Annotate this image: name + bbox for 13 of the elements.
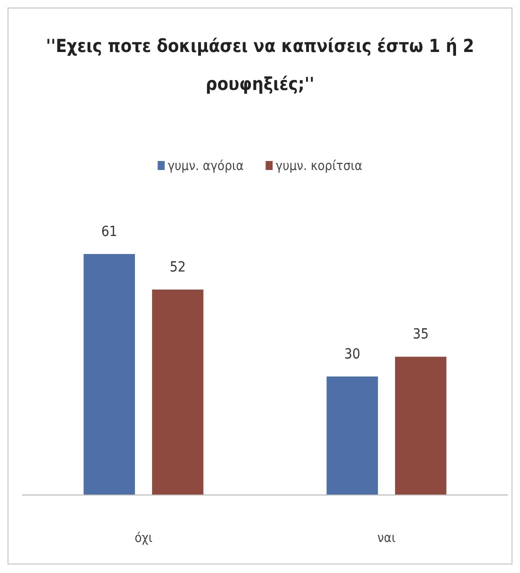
legend-label: γυμν. αγόρια bbox=[168, 159, 244, 174]
data-label: 61 bbox=[101, 224, 118, 240]
data-label: 30 bbox=[344, 346, 360, 362]
chart-title: ''Εχεις ποτε δοκιμάσει να καπνίσεις έστω 1 ή 2 ρουφηξιές;'' bbox=[46, 36, 474, 95]
bar bbox=[152, 290, 204, 495]
legend-label: γυμν. κορίτσια bbox=[276, 159, 363, 174]
bar bbox=[84, 254, 135, 495]
bar bbox=[395, 356, 446, 495]
bar bbox=[326, 376, 378, 495]
data-label: 52 bbox=[170, 260, 186, 276]
data-label: 35 bbox=[412, 326, 429, 343]
x-tick-label: ναι bbox=[377, 531, 396, 546]
x-tick-label: όχι bbox=[134, 531, 152, 546]
